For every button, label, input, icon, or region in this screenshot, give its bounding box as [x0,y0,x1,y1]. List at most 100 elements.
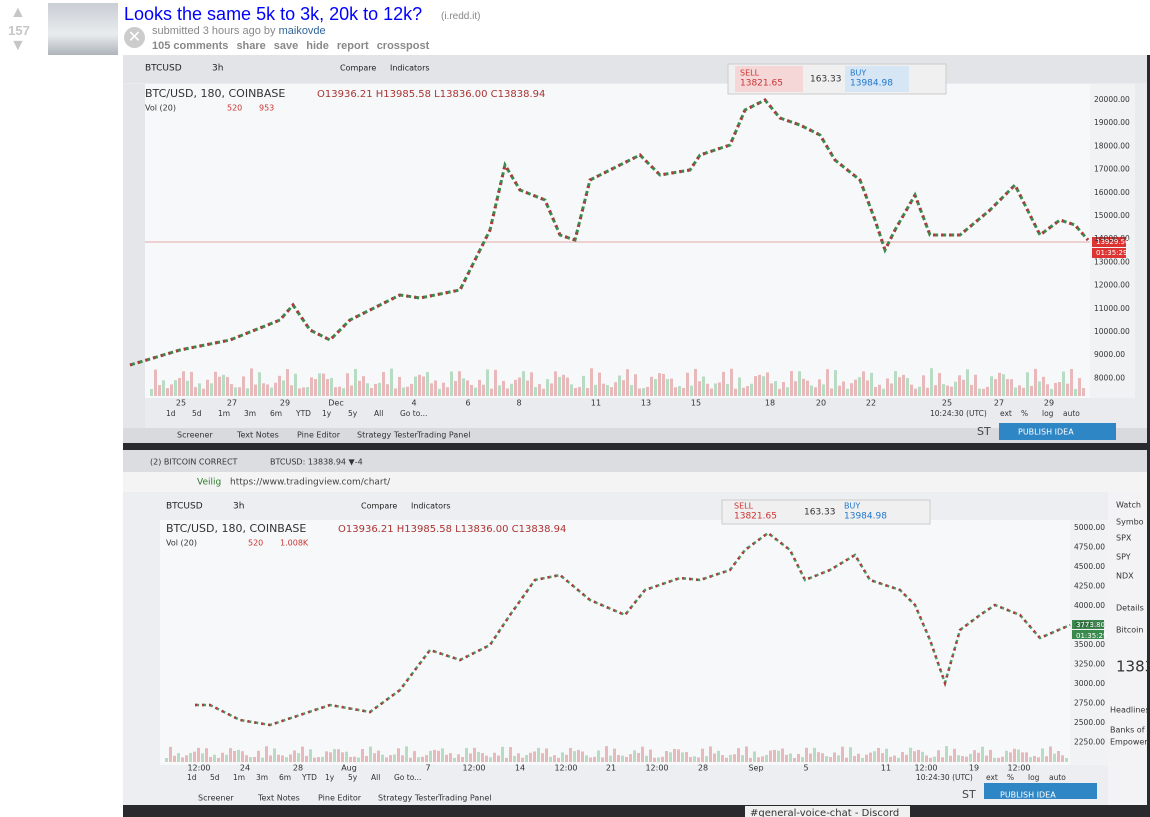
action-link[interactable]: save [273,40,299,52]
volume-bar [582,375,585,396]
volume-bar [581,751,584,762]
publish-button[interactable] [999,423,1116,440]
volume-bar [517,753,520,762]
buy-box[interactable] [845,66,909,92]
volume-bar [218,376,221,396]
chart-option[interactable]: ext [986,773,998,782]
range-button[interactable]: Go to... [400,409,427,418]
range-button[interactable]: 5d [210,773,220,782]
range-button[interactable]: All [371,773,380,782]
volume-bar [918,386,921,396]
range-button[interactable]: 1d [187,773,197,782]
range-button[interactable]: 1m [233,773,245,782]
range-button[interactable]: 5y [348,409,358,418]
volume-value: 1.008K [280,539,309,548]
thumbnail[interactable] [48,3,118,55]
action-link[interactable]: 105 comments [152,40,229,52]
volume-bar [845,757,848,762]
toolbar-button[interactable]: Indicators [390,64,430,73]
chart-option[interactable]: log [1028,773,1040,782]
volume-bar [450,371,453,396]
range-button[interactable]: Go to... [394,773,421,782]
publish-label[interactable]: PUBLISH IDEA [1000,791,1056,800]
publish-button[interactable] [984,783,1097,799]
volume-bar [798,371,801,396]
bottom-tab[interactable]: Trading Panel [437,794,491,803]
volume-bar [658,373,661,396]
post-title[interactable]: Looks the same 5k to 3k, 20k to 12k? [124,4,423,24]
range-button[interactable]: 1d [166,409,176,418]
range-button[interactable]: YTD [301,773,317,782]
volume-bar [222,374,225,396]
volume-bar [154,369,157,396]
bottom-tab[interactable]: Screener [198,794,234,803]
action-link[interactable]: share [236,40,266,52]
volume-bar [785,754,788,762]
legend: BTC/USD, 180, COINBASE [145,87,285,100]
buy-label: BUY [844,502,860,511]
range-button[interactable]: YTD [295,409,311,418]
bottom-tab[interactable]: Pine Editor [297,431,341,440]
range-button[interactable]: All [374,409,383,418]
range-button[interactable]: 6m [270,409,282,418]
volume-bar [313,757,316,762]
price-label: 2250.00 [1074,738,1105,747]
volume-bar [237,749,240,762]
action-link[interactable]: report [336,40,369,52]
chart-option[interactable]: auto [1063,409,1080,418]
bottom-tab[interactable]: Pine Editor [318,794,362,803]
watchlist-item: 1383 [1116,658,1150,676]
volume-bar [422,376,425,396]
date-label: 14 [515,764,525,773]
range-button[interactable]: 5d [192,409,202,418]
volume-bar [445,754,448,762]
upvote[interactable]: ▲ [10,4,26,21]
volume-bar [829,757,832,762]
price-label: 3500.00 [1074,640,1105,649]
range-button[interactable]: 3m [244,409,256,418]
bottom-tab[interactable]: Strategy Tester [378,794,439,803]
volume-bar [238,387,241,396]
action-link[interactable]: hide [306,40,329,52]
browser-tab[interactable]: (2) BITCOIN CORRECT [150,458,238,467]
downvote[interactable]: ▼ [10,37,26,54]
toolbar-button[interactable]: Compare [340,64,376,73]
chart-option[interactable]: % [1007,773,1014,782]
bottom-tab[interactable]: Text Notes [257,794,300,803]
sell-box[interactable] [735,66,803,92]
date-label: 5 [803,764,808,773]
bottom-tab[interactable]: Trading Panel [416,431,470,440]
volume-bar [670,378,673,396]
bottom-tab[interactable]: Strategy Tester [357,431,418,440]
watchlist-item: Symbo [1116,518,1144,527]
volume-bar [806,380,809,396]
close-icon[interactable]: ✕ [124,27,145,48]
volume-bar [354,368,357,396]
volume-bar [725,757,728,762]
chart-option[interactable]: auto [1049,773,1066,782]
volume-bar [726,383,729,396]
volume-bar [966,369,969,396]
price-label: 4500.00 [1074,562,1105,571]
bottom-tab[interactable]: Screener [177,431,213,440]
browser-tab[interactable]: BTCUSD: 13838.94 ▼-4 [270,458,363,467]
range-button[interactable]: 3m [256,773,268,782]
chart-option[interactable]: ext [1000,409,1012,418]
toolbar-button[interactable]: Indicators [411,502,451,511]
range-button[interactable]: 1y [325,773,335,782]
range-button[interactable]: 5y [348,773,358,782]
chart-option[interactable]: % [1021,409,1028,418]
domain[interactable]: (i.redd.it) [441,11,481,22]
volume-bar [994,379,997,396]
volume-bar [382,372,385,396]
range-button[interactable]: 1m [218,409,230,418]
chart-option[interactable]: log [1042,409,1054,418]
action-link[interactable]: crosspost [376,40,430,52]
publish-label[interactable]: PUBLISH IDEA [1018,428,1074,437]
range-button[interactable]: 1y [322,409,332,418]
range-button[interactable]: 6m [279,773,291,782]
bottom-tab[interactable]: Text Notes [236,431,279,440]
toolbar-button[interactable]: Compare [361,502,397,511]
author[interactable]: maikovde [278,25,326,37]
